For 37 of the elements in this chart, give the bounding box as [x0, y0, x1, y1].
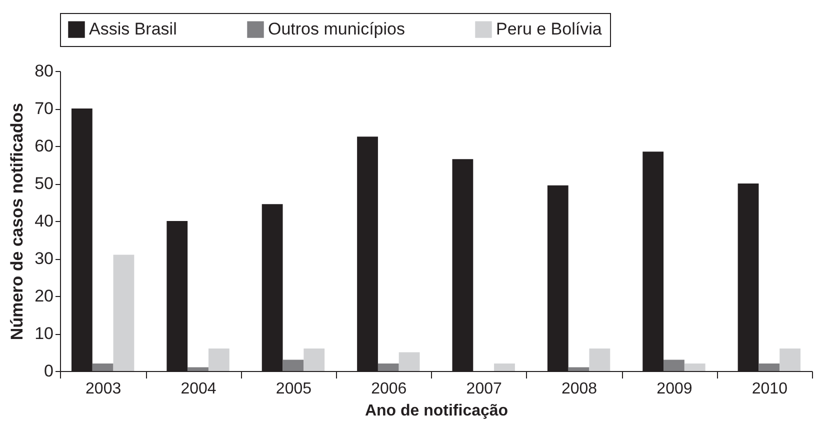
bar — [92, 364, 114, 371]
y-tick-label: 10 — [34, 324, 54, 343]
bar — [378, 364, 399, 371]
y-tick-label: 0 — [44, 362, 54, 380]
y-tick-label: 30 — [34, 249, 54, 268]
y-axis-title: Número de casos notificados — [8, 102, 27, 340]
y-tick-label: 40 — [34, 212, 54, 230]
bar — [188, 367, 208, 371]
y-tick-label: 80 — [34, 62, 54, 80]
bar — [589, 348, 610, 371]
y-tick-label: 60 — [34, 136, 54, 156]
x-tick-label: 2009 — [656, 380, 692, 398]
y-tick-label: 20 — [34, 286, 54, 306]
legend-label: Peru e Bolívia — [496, 20, 602, 39]
x-tick-label: 2004 — [180, 380, 216, 398]
bar — [208, 348, 230, 371]
bar — [494, 364, 515, 371]
bar — [282, 360, 304, 371]
y-tick-label: 70 — [34, 99, 54, 118]
x-tick-label: 2010 — [752, 380, 788, 398]
bar — [664, 360, 684, 371]
bar — [780, 348, 801, 371]
legend-label: Assis Brasil — [89, 20, 177, 39]
x-tick-label: 2007 — [466, 380, 502, 398]
x-tick-label: 2008 — [561, 380, 598, 398]
bar — [758, 364, 780, 371]
bar — [398, 352, 420, 371]
bar — [568, 367, 590, 371]
bar — [684, 364, 706, 371]
bar — [113, 254, 134, 371]
legend-label: Outros municípios — [268, 20, 405, 39]
x-tick-label: 2005 — [276, 380, 312, 398]
x-axis-title: Ano de notificação — [364, 402, 508, 420]
x-tick-label: 2006 — [371, 380, 407, 398]
bar — [304, 348, 325, 371]
x-tick-label: 2003 — [86, 380, 122, 398]
y-tick-label: 50 — [34, 174, 54, 193]
